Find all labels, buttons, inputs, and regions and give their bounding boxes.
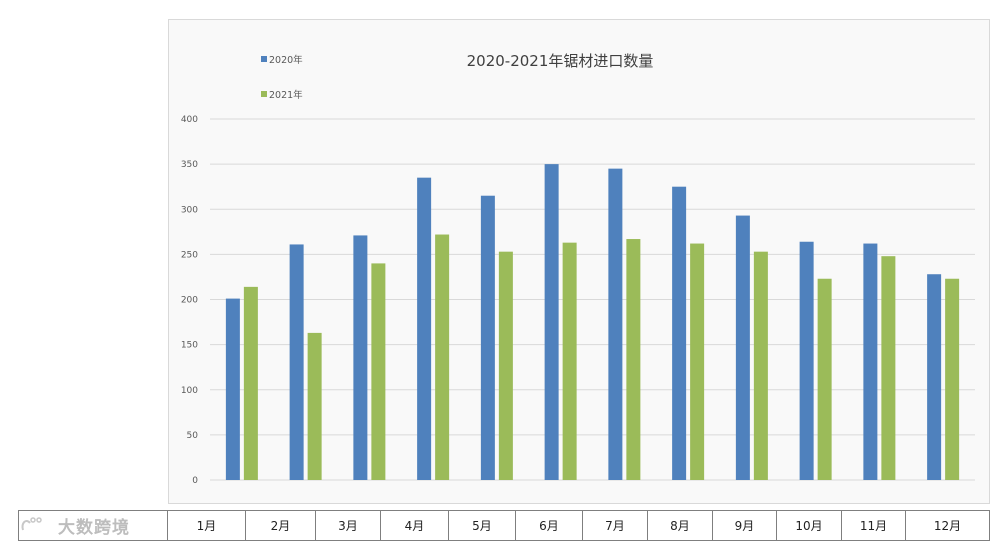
bar-2020年-11月 [863,243,878,480]
bar-2021年-2月 [307,332,322,480]
legend-swatch-2020 [261,56,267,62]
legend-label-2020: 2020年 [269,54,303,66]
legend-swatch-2021 [261,91,267,97]
y-axis-ticks: 0 50 100 150 200 250 300 350 400 [181,115,198,486]
month-table: 1月 2月 3月 4月 5月 6月 7月 8月 9月 10月 11月 12月 [18,510,990,541]
bar-2020年-4月 [417,177,432,480]
table-cell-month: 6月 [515,510,583,541]
table-cell-month: 9月 [712,510,777,541]
bar-2021年-1月 [243,286,258,480]
y-tick-label: 250 [181,250,198,260]
bar-2020年-8月 [672,186,687,480]
bar-2021年-3月 [371,263,386,480]
gridlines [210,118,975,481]
chart-title: 2020-2021年锯材进口数量 [467,52,654,70]
bar-2021年-11月 [881,256,896,480]
table-cell-month: 11月 [841,510,906,541]
table-cell-month: 2月 [245,510,316,541]
bars [225,164,960,480]
bar-2021年-9月 [753,251,768,480]
bar-2020年-7月 [608,168,623,480]
watermark: 大数跨境 [20,511,130,539]
bar-2021年-10月 [817,278,832,480]
y-tick-label: 150 [181,341,198,351]
bar-2020年-12月 [927,274,942,480]
table-cell-month: 5月 [448,510,516,541]
bar-2021年-5月 [498,251,513,480]
watermark-logo-icon [21,517,42,531]
table-cell-month: 3月 [315,510,381,541]
bar-2020年-6月 [544,164,559,480]
bar-2020年-2月 [289,244,304,480]
bar-2020年-9月 [735,215,750,480]
chart-area [168,19,990,504]
legend-label-2021: 2021年 [269,89,303,101]
bar-2021年-8月 [690,243,705,480]
bar-2020年-5月 [480,195,495,480]
y-tick-label: 200 [181,296,198,306]
table-cell-month: 7月 [582,510,648,541]
bar-2020年-3月 [353,235,368,480]
y-tick-label: 400 [181,115,198,125]
y-tick-label: 300 [181,205,198,215]
y-tick-label: 0 [192,476,198,486]
table-row: 1月 2月 3月 4月 5月 6月 7月 8月 9月 10月 11月 12月 [18,510,990,541]
table-cell-month: 4月 [380,510,449,541]
y-tick-label: 350 [181,160,198,170]
watermark-text: 大数跨境 [58,517,130,538]
bar-2020年-1月 [225,298,240,480]
legend: 2020年 2021年 [261,54,303,101]
table-cell-month: 1月 [167,510,246,541]
bar-2021年-6月 [562,242,577,480]
table-cell-month: 12月 [905,510,990,541]
table-cell-month: 8月 [647,510,713,541]
bar-2021年-4月 [435,234,450,480]
table-cell-month: 10月 [776,510,842,541]
bar-2021年-12月 [945,278,960,480]
bar-2021年-7月 [626,239,641,480]
bar-2020年-10月 [799,241,814,480]
y-tick-label: 100 [181,386,198,396]
y-tick-label: 50 [187,431,199,441]
